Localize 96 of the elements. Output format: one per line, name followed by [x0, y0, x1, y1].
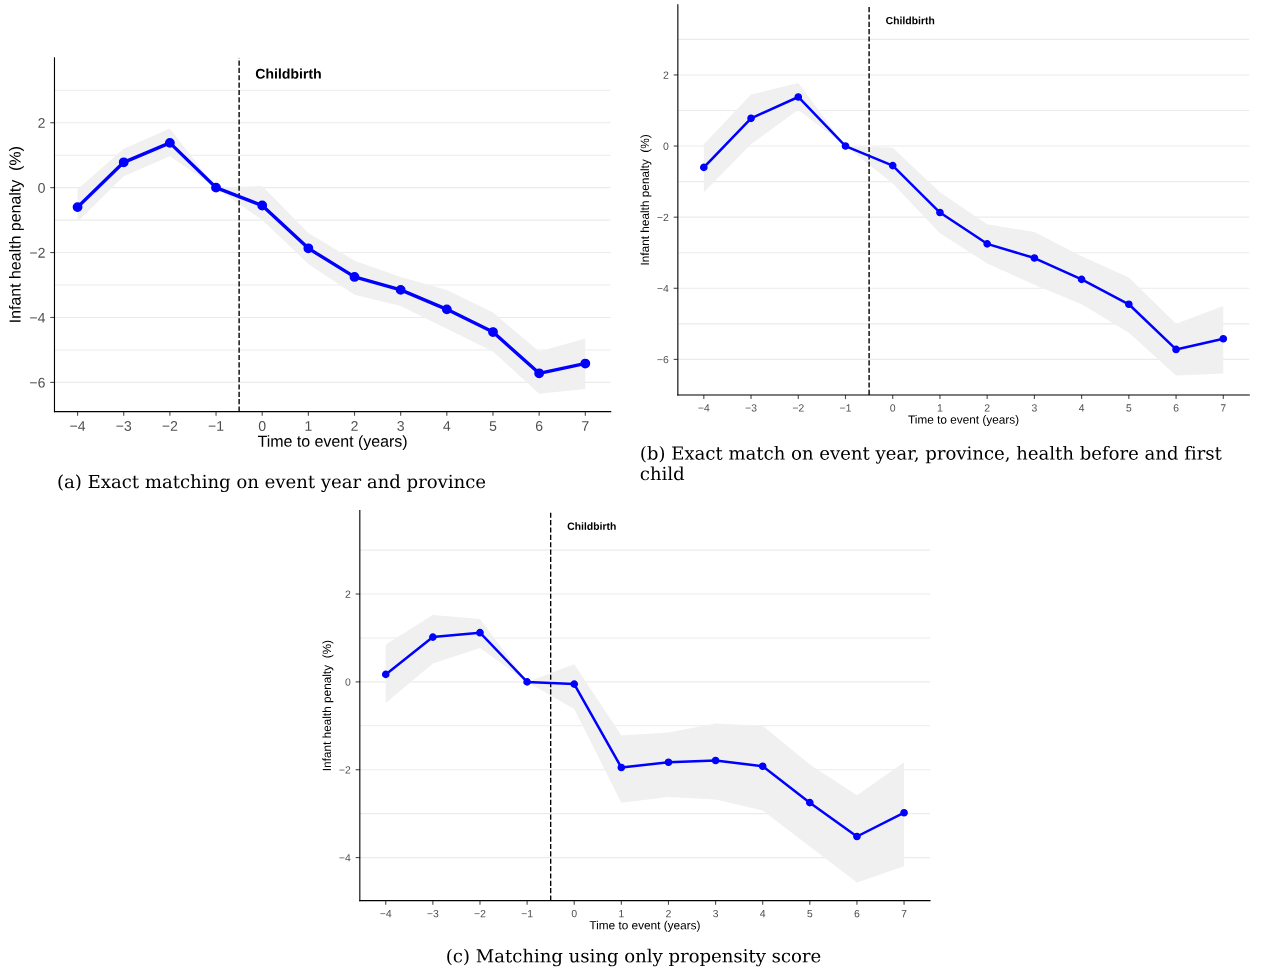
ref-line-label: Childbirth [567, 522, 616, 530]
x-tick-label: 0 [890, 404, 896, 412]
x-tick-label: 3 [713, 909, 719, 918]
y-axis-title: Infant health penalty (%) [640, 135, 652, 265]
point [841, 142, 850, 150]
point [395, 284, 406, 295]
y-tick-label: 2 [38, 118, 45, 128]
x-tick-label: 3 [1031, 404, 1037, 412]
point [523, 678, 531, 686]
point [747, 114, 755, 123]
point [983, 240, 991, 248]
x-tick-label: 4 [443, 421, 451, 431]
y-axis-title: Infant health penalty (%) [9, 147, 24, 322]
y-tick-label: −4 [657, 284, 669, 293]
point [853, 832, 861, 841]
x-tick-label: 6 [1173, 404, 1179, 412]
text: (c) Matching using only propensity score [447, 948, 821, 967]
y-tick-label: −2 [30, 247, 45, 258]
y-tick-label: −4 [30, 312, 46, 323]
x-tick-label: 7 [582, 421, 589, 431]
y-tick-label: 0 [663, 142, 669, 150]
x-tick-label: −4 [698, 404, 710, 412]
y-tick-label: −2 [657, 213, 669, 221]
x-axis-title: Time to event (years) [589, 920, 700, 932]
x-tick-label: 4 [1078, 404, 1085, 412]
y-axis-title: Infant health penalty (%) [322, 640, 334, 771]
point [1125, 300, 1133, 309]
point [476, 628, 484, 637]
point [888, 161, 897, 170]
text: (a) Exact matching on event year and province [58, 474, 486, 493]
point [211, 182, 221, 193]
point [441, 304, 452, 315]
point [758, 762, 767, 771]
x-tick-label: −1 [840, 404, 851, 412]
x-tick-label: −2 [162, 421, 178, 431]
x-tick-label: −3 [116, 421, 132, 431]
x-tick-label: 0 [258, 421, 266, 431]
y-tick-label: −6 [657, 355, 669, 364]
x-tick-label: 6 [535, 421, 543, 431]
point [164, 137, 175, 148]
point [699, 163, 708, 172]
y-tick-label: −4 [339, 854, 351, 862]
x-tick-label: 5 [489, 421, 497, 431]
x-axis-title: Time to event (years) [257, 435, 407, 450]
y-tick-label: 2 [345, 590, 351, 598]
x-tick-label: 7 [1220, 404, 1226, 412]
point [1219, 334, 1228, 343]
x-tick-label: −3 [745, 404, 757, 412]
point [806, 798, 814, 807]
point [381, 670, 390, 679]
point [72, 202, 83, 213]
x-tick-label: 3 [397, 421, 404, 431]
point [664, 758, 673, 767]
point [534, 368, 545, 379]
point [794, 93, 803, 101]
point [257, 200, 268, 211]
x-tick-label: 1 [305, 421, 312, 431]
point [900, 808, 908, 817]
y-tick-label: −6 [30, 377, 45, 388]
x-tick-label: 1 [937, 404, 943, 412]
x-tick-label: −2 [792, 404, 804, 412]
point [1172, 345, 1180, 354]
point [711, 756, 720, 765]
x-tick-label: −3 [427, 909, 439, 918]
y-tick-label: 2 [663, 71, 669, 79]
x-axis-title: Time to event (years) [908, 415, 1019, 427]
x-tick-label: 5 [1126, 404, 1132, 412]
x-tick-label: −1 [521, 910, 533, 918]
y-tick-label: 0 [38, 182, 45, 193]
point [118, 157, 129, 168]
x-tick-label: 2 [984, 404, 990, 412]
point [303, 243, 314, 254]
x-tick-label: 0 [571, 909, 577, 918]
x-tick-label: −4 [380, 910, 392, 918]
ref-line-label: Childbirth [255, 68, 321, 79]
point [570, 680, 579, 688]
x-tick-label: 5 [807, 910, 813, 918]
x-tick-label: 1 [619, 910, 624, 918]
x-tick-label: −1 [208, 421, 224, 431]
x-tick-label: 6 [854, 909, 860, 918]
point [1030, 254, 1039, 262]
y-tick-label: −2 [339, 766, 351, 774]
x-tick-label: 7 [901, 910, 907, 918]
point [429, 633, 437, 641]
point [936, 208, 944, 217]
x-tick-label: 4 [760, 910, 766, 918]
y-tick-label: 0 [345, 678, 351, 686]
point [617, 763, 626, 772]
point [488, 327, 498, 337]
x-tick-label: −4 [70, 421, 86, 431]
x-tick-label: −2 [474, 909, 486, 918]
point [580, 358, 591, 369]
point [1077, 275, 1086, 284]
ref-line-label: Childbirth [886, 16, 935, 25]
point [349, 271, 360, 282]
text: (b) Exact match on event year, province, health before and first child [640, 445, 1222, 481]
